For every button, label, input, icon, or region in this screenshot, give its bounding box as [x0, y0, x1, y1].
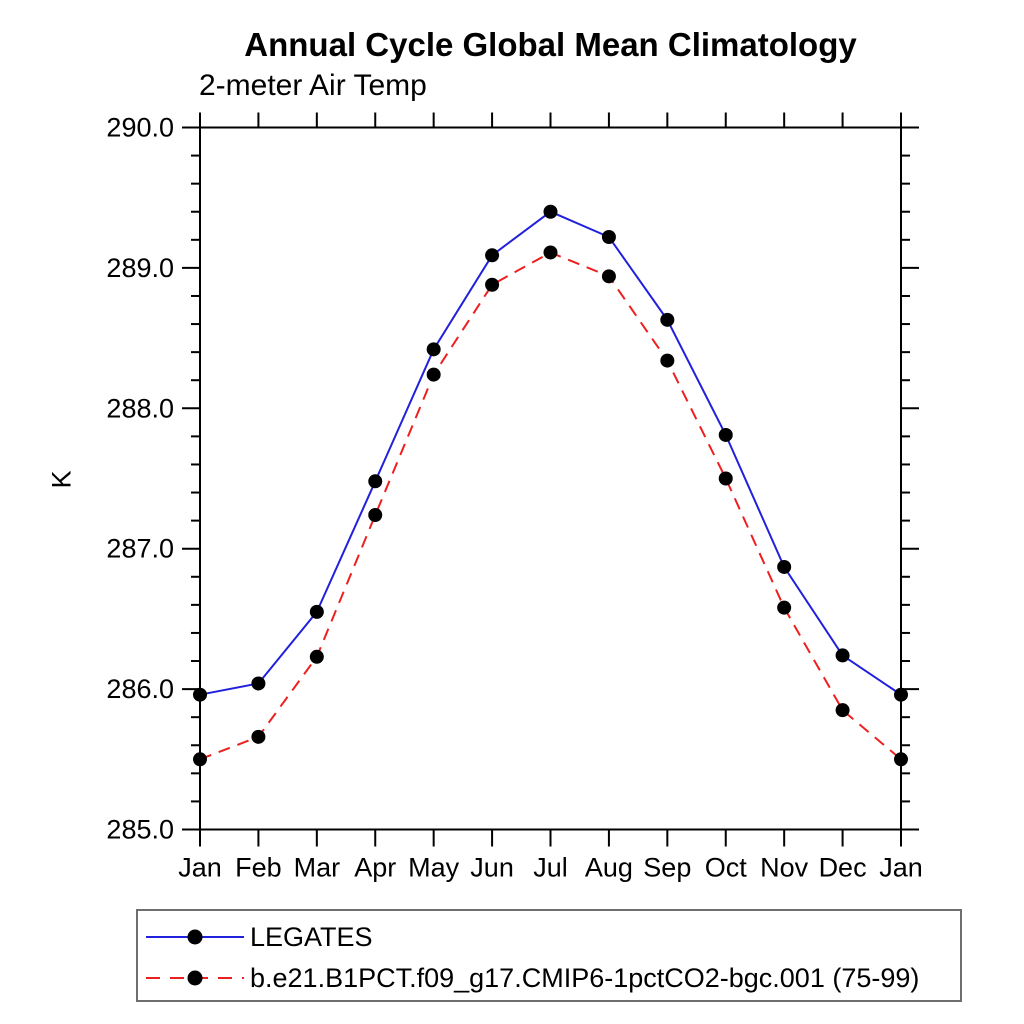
legend-marker-icon [187, 929, 203, 945]
data-point-marker [193, 752, 207, 767]
data-point-marker [777, 559, 792, 574]
data-point-marker [426, 367, 441, 382]
data-point-marker [368, 474, 383, 489]
data-point-marker [660, 353, 675, 368]
x-tick-label: Dec [819, 853, 867, 883]
data-point-marker [309, 649, 324, 664]
legend-item-model: b.e21.B1PCT.f09_g17.CMIP6-1pctCO2-bgc.00… [142, 964, 919, 992]
data-point-marker [835, 703, 850, 718]
data-point-marker [368, 508, 383, 523]
x-tick-label: Nov [760, 853, 809, 883]
chart-title: Annual Cycle Global Mean Climatology [244, 26, 857, 63]
chart-subtitle: 2-meter Air Temp [199, 69, 427, 102]
data-point-marker [718, 427, 733, 442]
legend-marker-icon [187, 970, 203, 986]
data-point-marker [485, 248, 500, 263]
y-tick-label: 287.0 [106, 534, 174, 564]
legend-item-legates: LEGATES [142, 923, 373, 951]
data-point-marker [601, 230, 616, 245]
series-line-1 [199, 251, 902, 761]
data-point-marker [894, 687, 908, 702]
y-tick-label: 288.0 [106, 393, 174, 423]
y-tick-label: 289.0 [106, 253, 174, 283]
data-point-marker [543, 204, 558, 219]
data-point-marker [426, 342, 441, 357]
legend-key-solid-line-icon [146, 929, 244, 945]
legend-label-legates: LEGATES [250, 922, 373, 952]
x-tick-label: Oct [705, 853, 748, 883]
data-point-marker [718, 471, 733, 486]
x-tick-label: Sep [643, 853, 691, 883]
data-point-marker [894, 752, 908, 767]
legend: LEGATES b.e21.B1PCT.f09_g17.CMIP6-1pctCO… [136, 909, 962, 1002]
x-tick-label: Mar [294, 853, 341, 883]
legend-key-dashed-line-icon [146, 970, 244, 986]
data-point-marker [251, 729, 266, 744]
data-point-marker [543, 245, 558, 260]
data-point-marker [601, 269, 616, 284]
y-tick-label: 285.0 [106, 815, 174, 845]
data-point-marker [251, 676, 266, 691]
series-line-0 [199, 210, 902, 696]
data-point-marker [835, 648, 850, 663]
x-tick-label: Feb [235, 853, 282, 883]
data-point-marker [660, 312, 675, 327]
plot-area: 285.0 286.0 287.0 288.0 289.0 290.0 Jan Feb Mar A… [106, 112, 923, 883]
data-point-marker [485, 277, 500, 292]
x-tick-label: Apr [354, 853, 396, 883]
data-point-marker [777, 600, 792, 615]
y-tick-label: 286.0 [106, 674, 174, 704]
y-tick-label: 290.0 [106, 113, 174, 143]
x-tick-label: Aug [585, 853, 633, 883]
data-point-marker [309, 604, 324, 619]
x-tick-label: Jun [470, 853, 514, 883]
plot-frame [199, 126, 902, 831]
x-tick-label: Jan [879, 853, 923, 883]
data-point-marker [193, 687, 207, 702]
x-tick-label: Jan [178, 853, 222, 883]
x-tick-label: Jul [533, 853, 568, 883]
x-tick-label: May [408, 853, 460, 883]
legend-label-model: b.e21.B1PCT.f09_g17.CMIP6-1pctCO2-bgc.00… [250, 963, 920, 993]
